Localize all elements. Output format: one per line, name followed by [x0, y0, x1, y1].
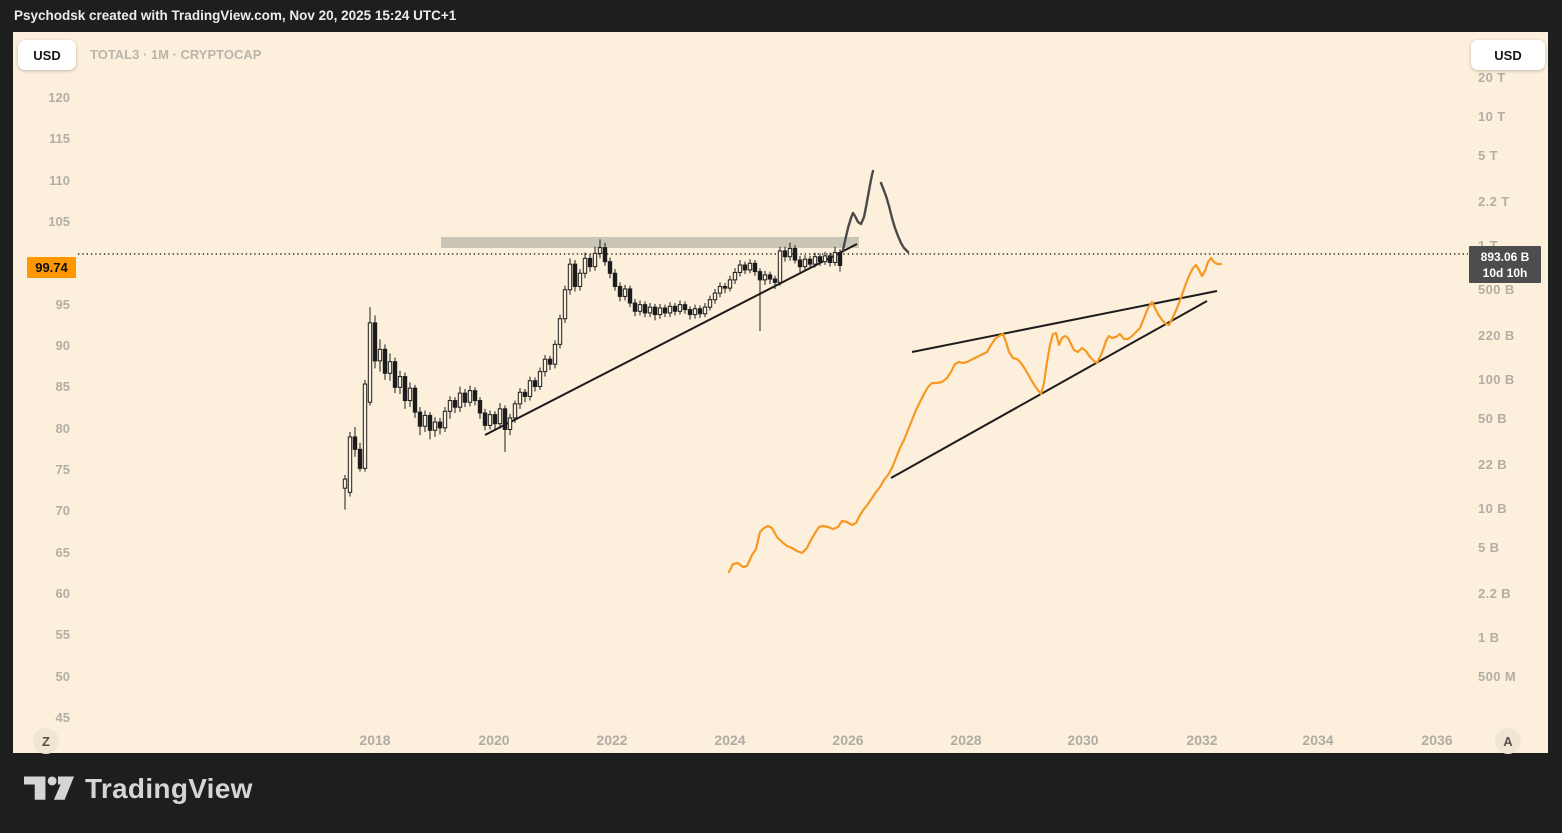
right-axis-tick-10B: 10 B [1478, 501, 1508, 516]
right-axis-tick-50B: 50 B [1478, 411, 1508, 426]
window-title: Psychodsk created with TradingView.com, … [0, 0, 1562, 32]
right-axis-tick-220B: 220 B [1478, 328, 1515, 343]
right-scale-currency-label: USD [1494, 47, 1522, 63]
symbol-title: TOTAL3 · 1M · CRYPTOCAP [90, 47, 262, 62]
scale-reset-right-label: A [1503, 733, 1513, 749]
time-axis-tick-2034: 2034 [1302, 732, 1334, 748]
right-axis-tick-500B: 500 B [1478, 282, 1515, 297]
left-axis-tick-50: 50 [55, 668, 70, 684]
right-axis-tick-20T: 20 T [1478, 70, 1506, 85]
right-price-value: 893.06 B [1480, 249, 1530, 264]
right-axis-tick-5T: 5 T [1478, 148, 1498, 163]
time-axis-tick-2024: 2024 [714, 732, 746, 748]
left-axis-tick-75: 75 [55, 462, 70, 477]
right-price-label: 893.06 B 10d 10h [1469, 246, 1541, 283]
scale-reset-left-label: Z [42, 733, 50, 749]
right-axis-tick-2.2B: 2.2 B [1478, 586, 1512, 601]
left-axis-tick-85: 85 [55, 379, 70, 395]
left-axis-tick-115: 115 [49, 131, 70, 147]
tradingview-mark-icon [24, 776, 74, 800]
chart-panel[interactable] [13, 32, 1548, 753]
time-axis-tick-2032: 2032 [1186, 732, 1218, 748]
right-axis-tick-22B: 22 B [1478, 457, 1508, 472]
left-axis-tick-120: 120 [48, 90, 70, 105]
right-axis-tick-500M: 500 M [1478, 669, 1517, 684]
left-axis-tick-65: 65 [55, 544, 70, 560]
left-axis-tick-110: 110 [49, 172, 70, 188]
left-axis-tick-80: 80 [55, 420, 70, 436]
left-axis-tick-70: 70 [55, 503, 70, 519]
window-title-text: Psychodsk created with TradingView.com, … [14, 8, 457, 23]
time-axis-tick-2022: 2022 [596, 732, 628, 748]
right-axis-tick-1B: 1 B [1478, 630, 1500, 645]
left-price-axis[interactable]: 120 115 110 105 95 90 85 80 75 70 65 60 55 50 45 [13, 32, 78, 725]
right-axis-tick-10T: 10 T [1478, 109, 1506, 124]
right-axis-tick-100B: 100 B [1478, 372, 1515, 387]
left-axis-tick-105: 105 [48, 214, 70, 229]
left-price-value: 99.74 [35, 260, 68, 275]
left-axis-tick-95: 95 [55, 296, 70, 312]
left-axis-tick-60: 60 [55, 586, 70, 601]
time-axis-tick-2028: 2028 [950, 732, 982, 748]
time-axis-tick-2018: 2018 [359, 732, 391, 748]
right-axis-tick-2.2T: 2.2 T [1478, 194, 1510, 209]
scale-reset-left-button[interactable]: Z [33, 728, 59, 754]
left-scale-currency-label: USD [33, 47, 61, 63]
right-axis-tick-5B: 5 B [1478, 540, 1500, 555]
time-axis-tick-2026: 2026 [832, 732, 864, 748]
left-axis-tick-45: 45 [55, 710, 70, 725]
left-axis-tick-55: 55 [55, 627, 70, 643]
scale-reset-right-button[interactable]: A [1495, 728, 1521, 754]
left-axis-tick-90: 90 [55, 338, 70, 353]
bar-countdown: 10d 10h [1482, 265, 1528, 280]
tradingview-logo[interactable]: TradingView [24, 772, 253, 806]
tradingview-wordmark: TradingView [85, 773, 253, 804]
time-axis-tick-2036: 2036 [1421, 732, 1453, 748]
time-axis-tick-2020: 2020 [478, 732, 510, 748]
right-scale-currency-button[interactable]: USD [1471, 40, 1545, 70]
time-axis-tick-2030: 2030 [1067, 732, 1099, 748]
time-axis[interactable]: 2018 2020 2022 2024 2026 2028 2030 2032 2034 2036 [13, 725, 1548, 753]
left-scale-currency-button[interactable]: USD [18, 40, 76, 70]
left-price-label: 99.74 [27, 257, 76, 278]
